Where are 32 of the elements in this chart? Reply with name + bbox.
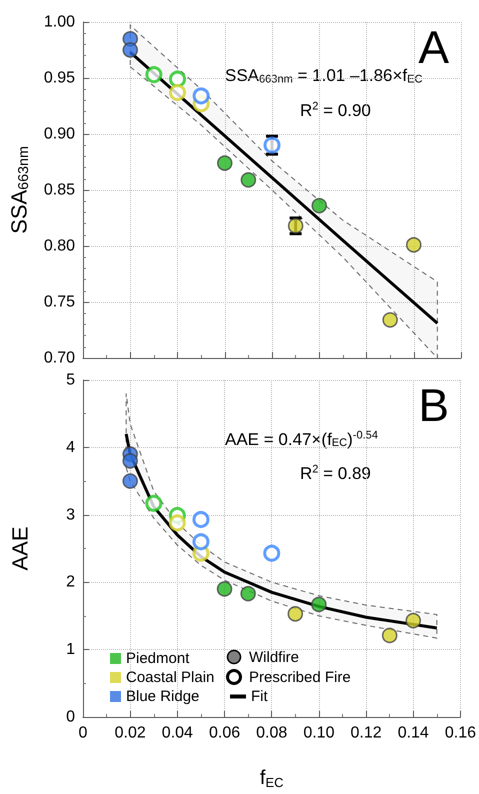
y-tick-label: 0.70 — [44, 350, 76, 366]
y-tick-label: 0 — [66, 708, 76, 726]
x-tick-label: 0.10 — [303, 724, 335, 742]
x-tick-label: 0.12 — [350, 724, 382, 742]
y-tick-label: 1.00 — [44, 14, 76, 30]
legend-label: Piedmont — [126, 650, 190, 667]
y-tick-label: 0.75 — [44, 294, 76, 310]
y-axis-title: AAE — [8, 526, 32, 571]
x-tick-label: 0.06 — [208, 724, 240, 742]
x-tick-label: 0.02 — [114, 724, 146, 742]
legend-label: Coastal Plain — [126, 669, 214, 686]
y-tick-label: 1 — [66, 641, 76, 658]
legend-label: Fit — [251, 688, 268, 705]
annotation: A — [418, 21, 450, 73]
legend-label: Blue Ridge — [126, 688, 200, 705]
y-tick-label: 3 — [66, 506, 76, 524]
annotation: B — [418, 379, 450, 431]
y-tick-label: 2 — [66, 574, 76, 591]
y-tick-label: 0.95 — [44, 70, 76, 86]
x-tick-label: 0 — [78, 724, 88, 742]
y-axis-title: SSA663nm — [6, 146, 32, 234]
x-tick-label: 0.14 — [398, 724, 429, 742]
y-tick-label: 0.80 — [44, 238, 76, 254]
y-tick-label: 0.90 — [44, 126, 76, 142]
y-tick-label: 4 — [66, 438, 76, 456]
annotation: Wildfire — [249, 648, 300, 666]
y-tick-label: 0.85 — [44, 182, 76, 198]
y-tick-label: 5 — [66, 372, 76, 388]
x-tick-label: 0.04 — [162, 724, 194, 742]
x-tick-label: 0.16 — [444, 724, 476, 742]
x-tick-label: 0.08 — [256, 724, 288, 742]
annotation: Prescribed Fire — [249, 668, 351, 686]
